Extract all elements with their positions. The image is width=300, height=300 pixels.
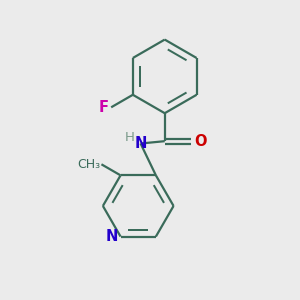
Text: CH₃: CH₃ [77, 158, 100, 171]
Text: H: H [124, 130, 134, 143]
Text: N: N [134, 136, 147, 151]
Text: N: N [106, 229, 118, 244]
Text: F: F [99, 100, 109, 115]
Text: O: O [194, 134, 207, 149]
